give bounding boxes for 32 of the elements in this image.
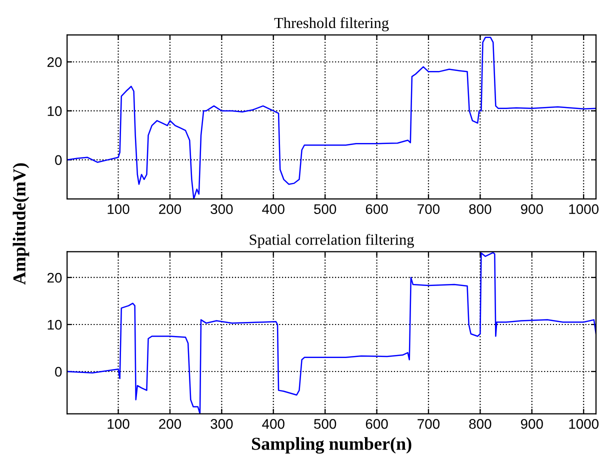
chart-title: Spatial correlation filtering — [250, 234, 414, 248]
x-tick-label: 600 — [366, 419, 388, 429]
x-tick-label: 1000 — [569, 204, 599, 214]
x-tick-label: 400 — [262, 419, 284, 429]
y-tick-label: 10 — [48, 320, 62, 330]
x-tick-label: 300 — [210, 419, 233, 429]
x-tick-label: 900 — [520, 204, 543, 214]
x-tick-label: 700 — [418, 419, 440, 429]
y-tick-label: 0 — [55, 366, 62, 377]
chart-title: Threshold filtering — [274, 17, 389, 32]
x-tick-label: 800 — [469, 419, 492, 429]
x-tick-label: 500 — [314, 419, 336, 429]
x-tick-label: 200 — [159, 419, 182, 429]
x-tick-label: 1000 — [569, 419, 599, 429]
x-tick-label: 500 — [314, 204, 336, 214]
line-series — [67, 36, 596, 199]
x-tick-label: 200 — [159, 204, 182, 214]
y-tick-label: 20 — [47, 57, 62, 68]
x-tick-label: 100 — [108, 419, 130, 429]
y-tick-label: 20 — [47, 272, 62, 283]
x-tick-label: 600 — [366, 204, 388, 214]
x-tick-label: 900 — [520, 419, 543, 429]
x-tick-label: 800 — [469, 204, 492, 214]
x-tick-label: 700 — [418, 204, 440, 214]
x-tick-label: 400 — [262, 204, 284, 214]
y-axis-title: Amplitude(mV) — [12, 163, 30, 285]
y-tick-label: 0 — [55, 155, 62, 165]
x-tick-label: 300 — [210, 204, 233, 214]
x-tick-label: 100 — [108, 204, 130, 214]
line-series — [67, 252, 596, 414]
x-axis-title: Sampling number(n) — [252, 437, 412, 454]
y-tick-label: 10 — [48, 106, 62, 116]
